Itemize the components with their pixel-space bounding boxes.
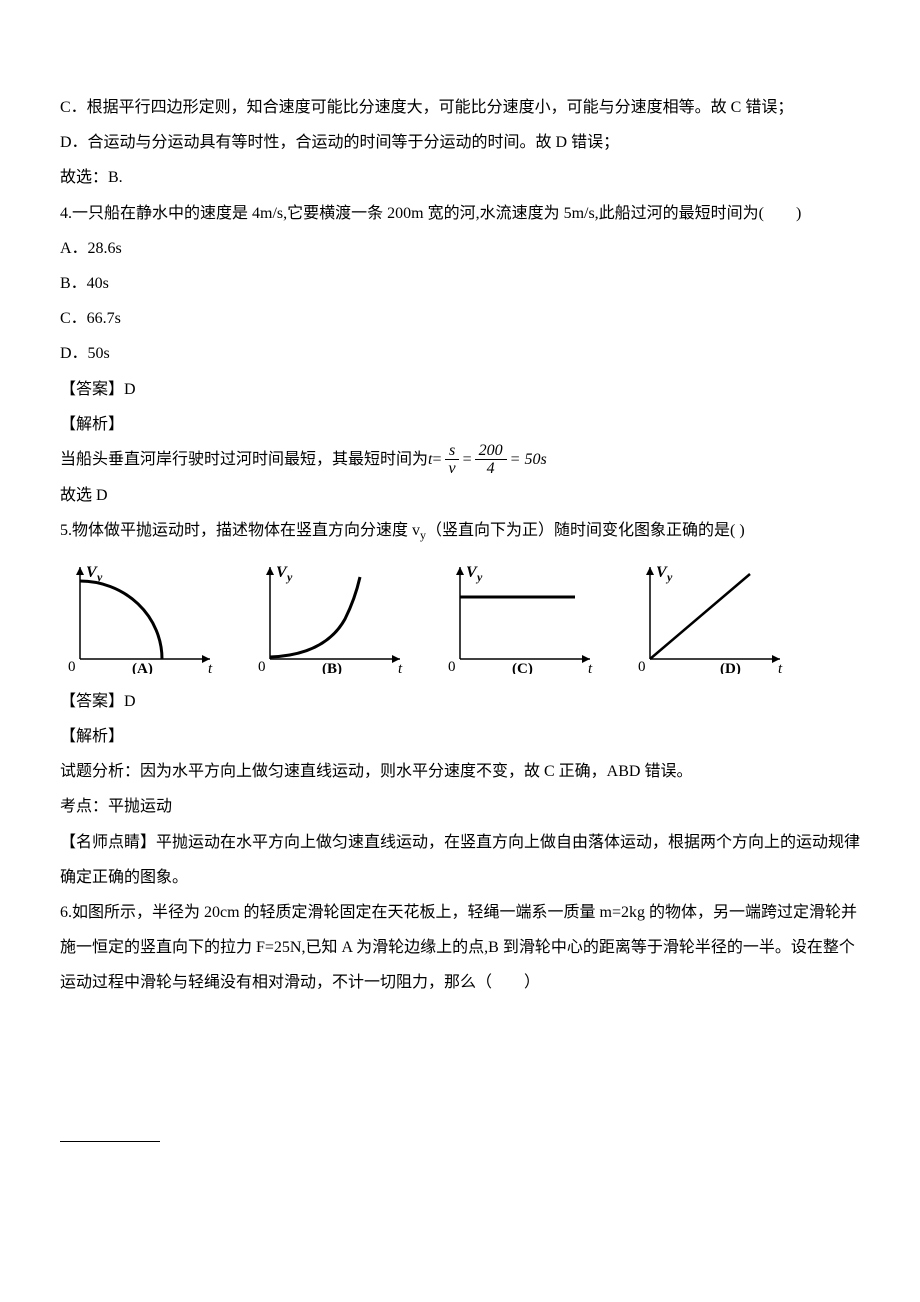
footer-divider xyxy=(60,1141,160,1142)
svg-text:t: t xyxy=(398,661,403,674)
svg-text:0: 0 xyxy=(448,659,456,674)
q5-graphs-row: V y t 0 (A) V y t 0 (B) V xyxy=(60,559,860,674)
q4-explain-label: 【解析】 xyxy=(60,407,860,442)
formula-frac2: 200 4 xyxy=(475,442,507,478)
q5-teacher-note: 【名师点睛】平抛运动在水平方向上做匀速直线运动，在竖直方向上做自由落体运动，根据… xyxy=(60,825,860,895)
svg-text:(A): (A) xyxy=(132,661,153,674)
frac2-num: 200 xyxy=(475,442,507,461)
q3-option-d: D．合运动与分运动具有等时性，合运动的时间等于分运动的时间。故 D 错误； xyxy=(60,125,860,160)
q4-explanation: 当船头垂直河岸行驶时过河时间最短，其最短时间为 t = s v = 200 4 … xyxy=(60,442,860,478)
q3-option-c: C．根据平行四边形定则，知合速度可能比分速度大，可能比分速度小，可能与分速度相等… xyxy=(60,90,860,125)
graph-d: V y t 0 (D) xyxy=(630,559,790,674)
q6-stem: 6.如图所示，半径为 20cm 的轻质定滑轮固定在天花板上，轻绳一端系一质量 m… xyxy=(60,895,860,1001)
svg-text:0: 0 xyxy=(638,659,646,674)
q4-option-a: A．28.6s xyxy=(60,231,860,266)
q4-explain-pre: 当船头垂直河岸行驶时过河时间最短，其最短时间为 xyxy=(60,442,428,477)
q5-answer: 【答案】D xyxy=(60,684,860,719)
q5-stem-post: （竖直向下为正）随时间变化图象正确的是( ) xyxy=(426,522,745,539)
q4-option-d: D．50s xyxy=(60,336,860,371)
q5-stem-pre: 5.物体做平抛运动时，描述物体在竖直方向分速度 v xyxy=(60,522,420,539)
svg-text:(B): (B) xyxy=(322,661,342,674)
svg-text:t: t xyxy=(208,661,213,674)
formula-eq2: = xyxy=(463,442,472,477)
frac2-den: 4 xyxy=(483,460,499,478)
frac1-den: v xyxy=(445,460,460,478)
formula-result: = 50s xyxy=(510,442,547,477)
q4-conclusion: 故选 D xyxy=(60,478,860,513)
svg-text:y: y xyxy=(475,570,483,584)
q4-stem: 4.一只船在静水中的速度是 4m/s,它要横渡一条 200m 宽的河,水流速度为… xyxy=(60,196,860,231)
svg-text:y: y xyxy=(95,570,103,584)
svg-text:0: 0 xyxy=(68,659,76,674)
q4-option-b: B．40s xyxy=(60,266,860,301)
q5-explain-label: 【解析】 xyxy=(60,719,860,754)
svg-text:0: 0 xyxy=(258,659,266,674)
svg-text:t: t xyxy=(778,661,783,674)
svg-text:y: y xyxy=(665,570,673,584)
q5-stem: 5.物体做平抛运动时，描述物体在竖直方向分速度 vy（竖直向下为正）随时间变化图… xyxy=(60,513,860,549)
svg-text:(C): (C) xyxy=(512,661,533,674)
q5-point: 考点：平抛运动 xyxy=(60,789,860,824)
graph-a: V y t 0 (A) xyxy=(60,559,220,674)
formula-frac1: s v xyxy=(445,442,460,478)
graph-c: V y t 0 (C) xyxy=(440,559,600,674)
q5-analysis: 试题分析：因为水平方向上做匀速直线运动，则水平分速度不变，故 C 正确，ABD … xyxy=(60,754,860,789)
q3-conclusion: 故选：B. xyxy=(60,160,860,195)
svg-text:(D): (D) xyxy=(720,661,741,674)
graph-b: V y t 0 (B) xyxy=(250,559,410,674)
q4-option-c: C．66.7s xyxy=(60,301,860,336)
formula-eq1: = xyxy=(432,442,441,477)
frac1-num: s xyxy=(445,442,459,461)
q4-answer: 【答案】D xyxy=(60,372,860,407)
svg-text:t: t xyxy=(588,661,593,674)
svg-text:y: y xyxy=(285,570,293,584)
